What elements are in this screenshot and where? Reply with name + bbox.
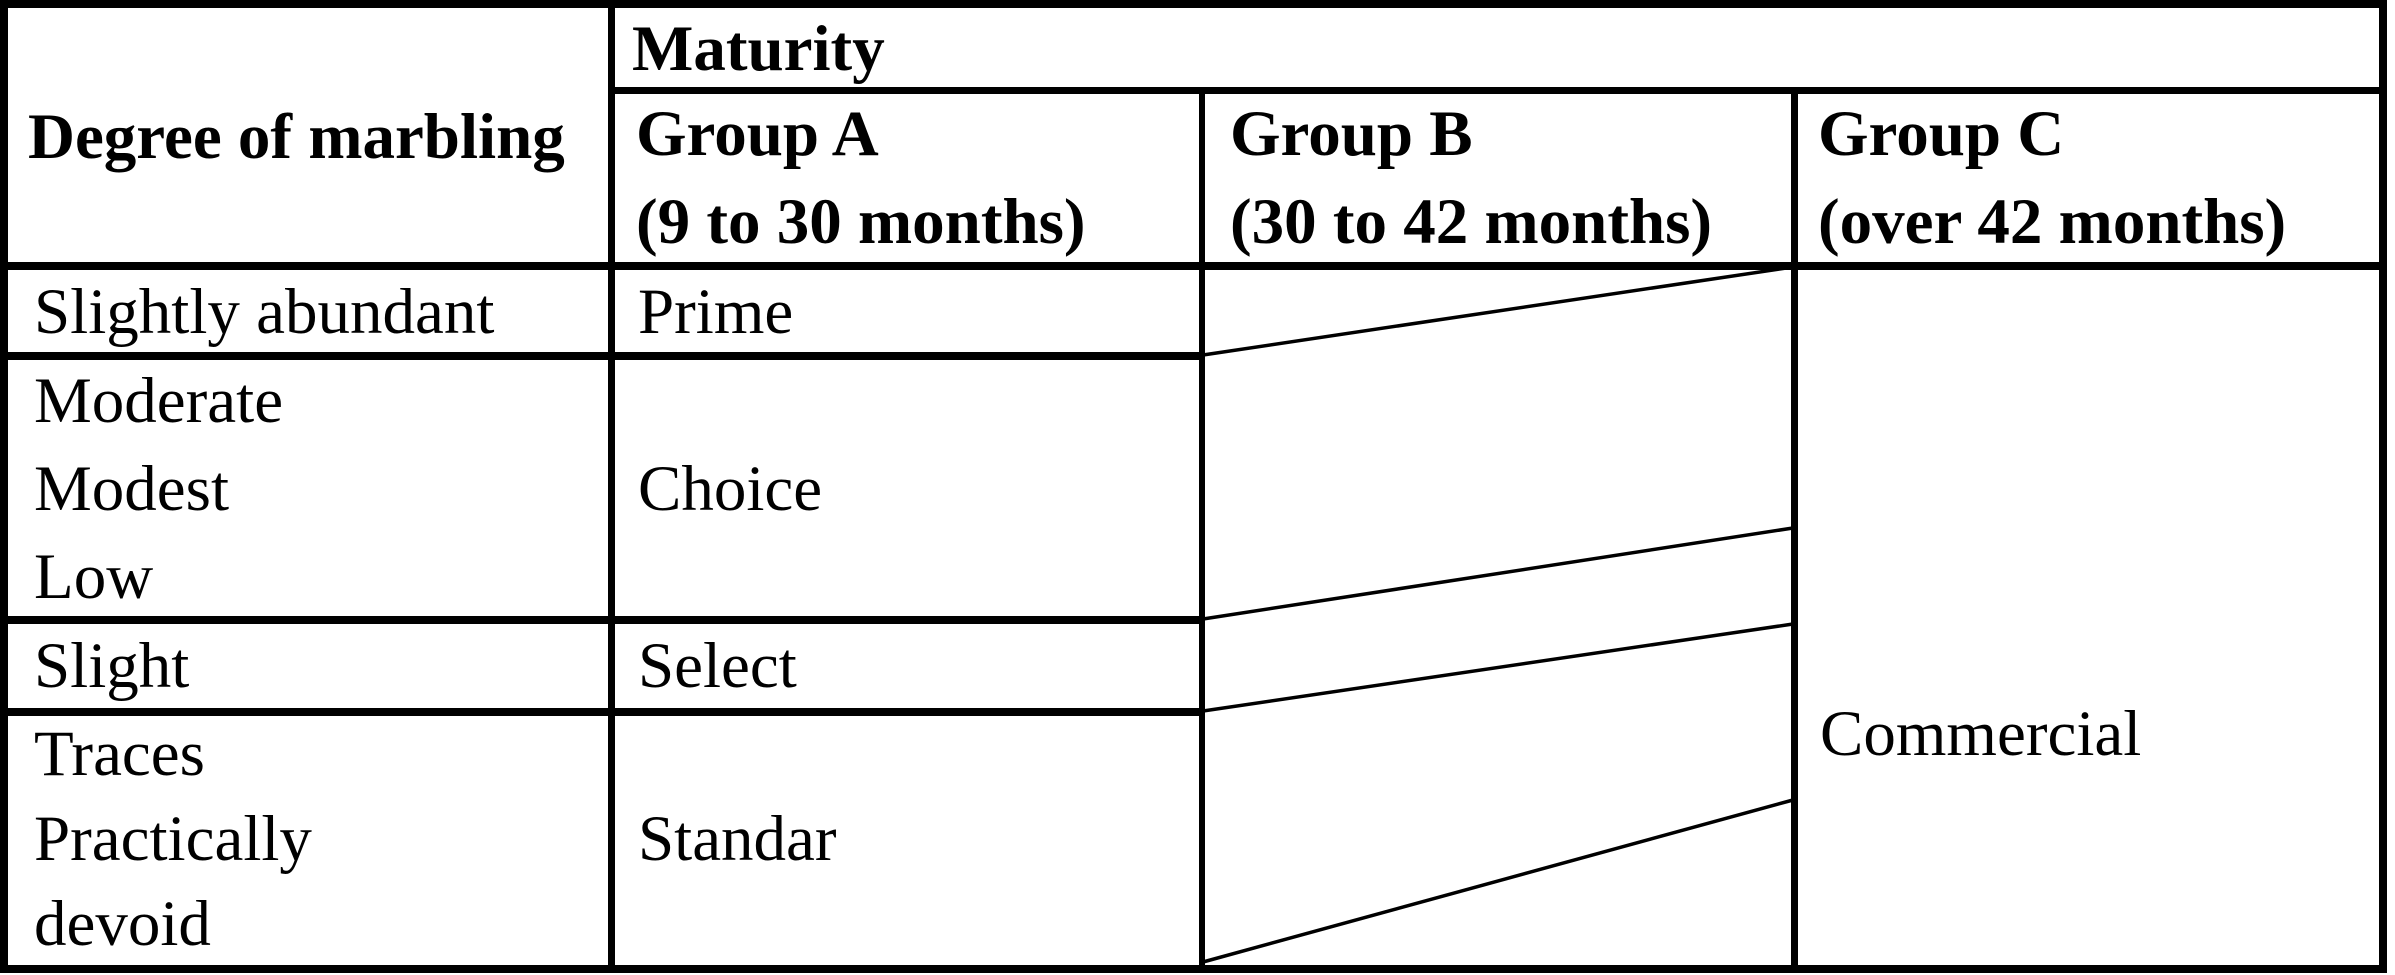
cell-grade-choice: Choice	[638, 453, 823, 525]
header-group-a-range: (9 to 30 months)	[636, 186, 1086, 258]
cell-marbling-slightly-abundant: Slightly abundant	[34, 276, 495, 348]
header-maturity: Maturity	[632, 13, 885, 85]
header-group-c-range: (over 42 months)	[1818, 186, 2287, 258]
grade-transition-diagonal-2	[1202, 526, 1794, 621]
grid-vline-marbling-groupA	[608, 8, 615, 965]
cell-marbling-devoid: devoid	[34, 888, 211, 960]
grid-hline-below-maturity	[610, 87, 2381, 94]
cell-grade-prime: Prime	[638, 276, 794, 348]
cell-marbling-modest: Modest	[34, 453, 229, 525]
grid-hline-row-select-standar	[8, 708, 1205, 716]
header-group-b-range: (30 to 42 months)	[1230, 186, 1713, 258]
grid-vline-groupA-groupB	[1199, 90, 1205, 965]
cell-marbling-low: Low	[34, 541, 154, 613]
cell-marbling-practically: Practically	[34, 803, 312, 875]
cell-grade-select: Select	[638, 630, 797, 702]
header-group-a-label: Group A	[636, 98, 879, 170]
header-group-b-label: Group B	[1230, 98, 1473, 170]
corner-header-degree-of-marbling: Degree of marbling	[28, 101, 565, 173]
header-group-c-label: Group C	[1818, 98, 2065, 170]
grade-transition-diagonal-3	[1202, 622, 1794, 713]
cell-grade-commercial: Commercial	[1820, 698, 2142, 770]
grade-transition-diagonal-4	[1202, 798, 1794, 964]
grid-hline-row-prime-choice	[8, 352, 1205, 360]
grid-vline-groupB-groupC	[1791, 90, 1798, 965]
grade-transition-diagonal-1	[1202, 265, 1794, 357]
grid-hline-row-choice-select	[8, 616, 1205, 624]
cell-marbling-traces: Traces	[34, 718, 205, 790]
cell-marbling-slight: Slight	[34, 630, 190, 702]
cell-marbling-moderate: Moderate	[34, 365, 284, 437]
grid-hline-below-header	[8, 262, 2381, 270]
cell-grade-standar: Standar	[638, 803, 837, 875]
